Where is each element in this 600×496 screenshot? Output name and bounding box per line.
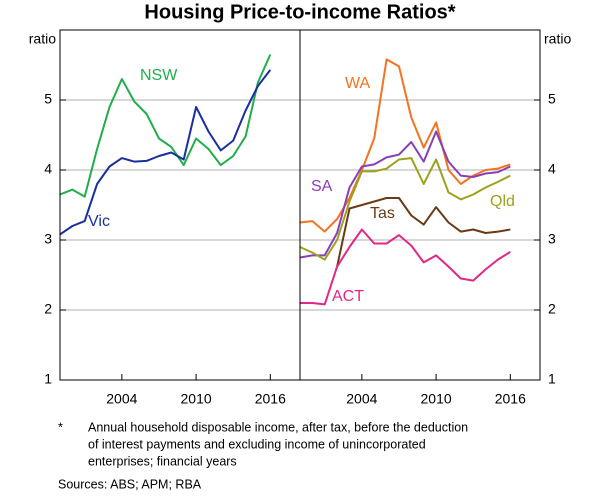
y-tick-label: 5 <box>44 91 52 107</box>
y-tick-label: 1 <box>44 371 52 387</box>
sources: Sources: ABS; APM; RBA <box>58 477 202 491</box>
y-tick-label: 2 <box>548 301 556 317</box>
x-tick-label: 2004 <box>106 391 137 407</box>
y-tick-label: 4 <box>548 161 556 177</box>
y-axis-label: ratio <box>29 31 56 47</box>
series-label: WA <box>345 75 371 92</box>
y-tick-label: 5 <box>548 91 556 107</box>
series-line <box>299 130 511 259</box>
x-tick-label: 2016 <box>495 391 526 407</box>
series-label: NSW <box>140 67 178 84</box>
footnote-line: Annual household disposable income, afte… <box>88 420 468 434</box>
footnote-marker: * <box>58 420 63 434</box>
series-line <box>336 197 511 267</box>
series-label: ACT <box>332 288 364 305</box>
series-line <box>59 54 272 198</box>
y-tick-label: 2 <box>44 301 52 317</box>
series-label: SA <box>311 178 333 195</box>
series-label: Tas <box>370 205 395 222</box>
y-axis-label: ratio <box>544 31 571 47</box>
series-line <box>300 228 511 306</box>
series-label: Qld <box>490 193 515 210</box>
chart-title: Housing Price-to-income Ratios* <box>144 1 455 23</box>
series-line <box>59 69 272 236</box>
x-tick-label: 2010 <box>421 391 452 407</box>
x-tick-label: 2016 <box>255 391 286 407</box>
y-tick-label: 3 <box>548 231 556 247</box>
footnote-line: enterprises; financial years <box>88 454 237 468</box>
series-line <box>299 58 511 233</box>
y-tick-label: 4 <box>44 161 52 177</box>
x-tick-label: 2010 <box>181 391 212 407</box>
footnote-line: of interest payments and excluding incom… <box>88 437 426 451</box>
series-line <box>299 157 511 261</box>
x-tick-label: 2004 <box>346 391 377 407</box>
y-tick-label: 1 <box>548 371 556 387</box>
series-label: Vic <box>88 213 110 230</box>
y-tick-label: 3 <box>44 231 52 247</box>
